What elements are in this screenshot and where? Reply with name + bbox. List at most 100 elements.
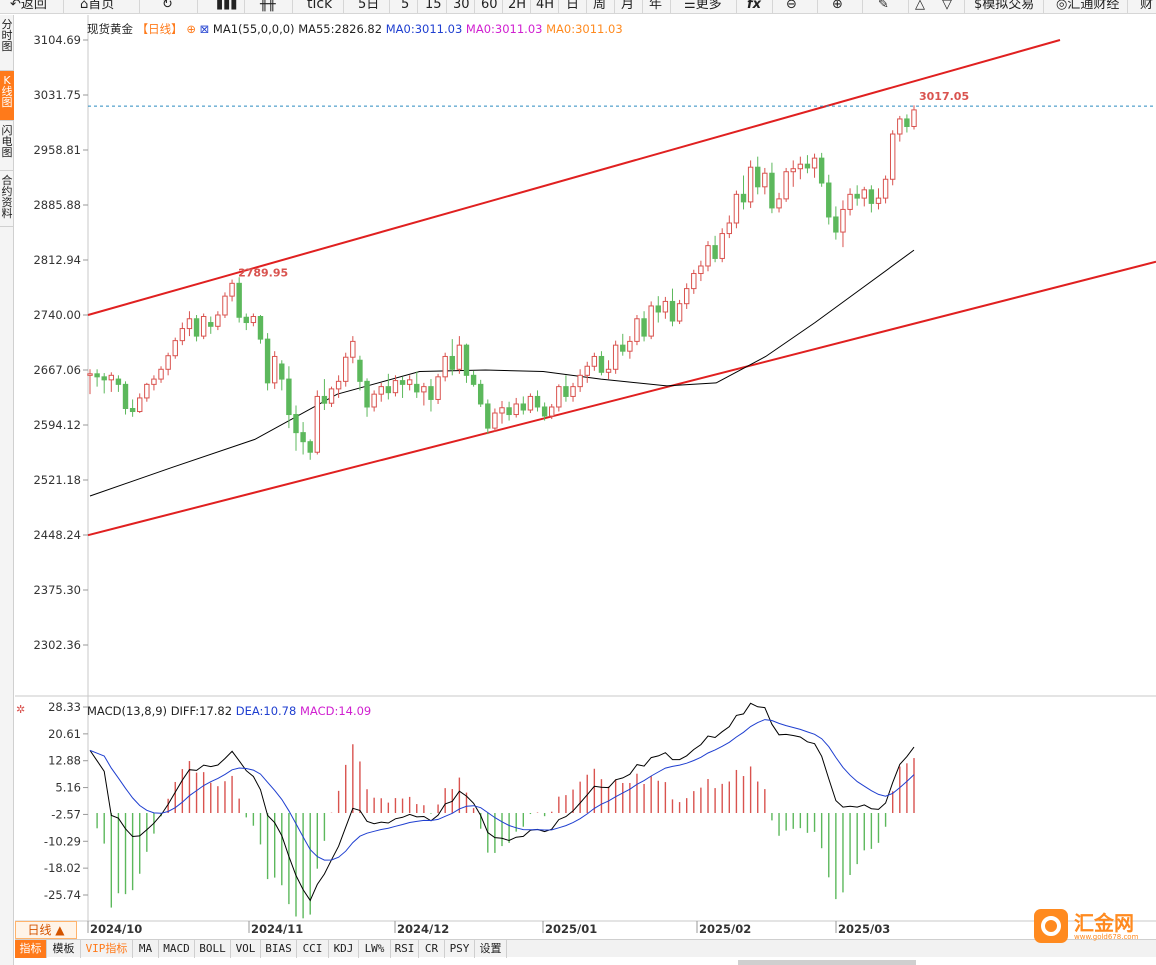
candle-down	[321, 395, 328, 404]
ma0-value-3: MA0:3011.03	[546, 22, 623, 36]
home-button[interactable]: ⌂首页	[78, 0, 116, 13]
huitong-button[interactable]: ◎汇通财经	[1054, 0, 1121, 13]
indicator-tab[interactable]: VOL	[231, 940, 261, 958]
indicator-tab[interactable]: 指标	[15, 940, 47, 958]
main-legend: 现货黄金 【日线】 ⊕ ⊠ MA1(55,0,0,0) MA55:2826.82…	[87, 21, 623, 37]
candle-down	[868, 189, 875, 204]
period-5d[interactable]: 5日	[358, 0, 380, 12]
macd-label: MACD(13,8,9)	[87, 704, 168, 718]
period-2h[interactable]: 2H	[508, 0, 527, 12]
indicator-tab[interactable]: MACD	[159, 940, 195, 958]
indicator-tab[interactable]: RSI	[391, 940, 419, 958]
candle-up	[662, 300, 669, 313]
candle-up	[612, 344, 619, 370]
sidebar-item-contract[interactable]: 合约资料	[0, 171, 14, 227]
candle-up	[172, 340, 178, 357]
divider	[772, 0, 773, 13]
period-5m[interactable]: 5	[401, 0, 410, 12]
settings-icon[interactable]: ⊕	[186, 22, 196, 36]
candle-up	[165, 355, 171, 370]
candle-down	[208, 322, 214, 327]
divider	[244, 0, 245, 13]
back-button[interactable]: ↶返回	[8, 0, 49, 13]
indicator-tab[interactable]: 设置	[475, 940, 507, 958]
logo-icon: ◎	[1056, 0, 1068, 12]
bar-chart-icon: ▮▮▮	[216, 0, 238, 12]
refresh-button[interactable]: ↻	[160, 0, 175, 13]
candle-down	[655, 305, 661, 313]
period-60m[interactable]: 60	[481, 0, 498, 12]
candle-up	[698, 265, 704, 275]
macd-tick-label: -25.74	[44, 888, 81, 902]
candle-down	[414, 383, 420, 393]
period-day[interactable]: 日	[566, 0, 580, 12]
simulate-trade-button[interactable]: $模拟交易	[972, 0, 1036, 13]
candle-up	[378, 386, 384, 395]
tick-button[interactable]: tick	[307, 0, 333, 12]
candle-down	[669, 300, 676, 322]
date-axis: 2024/10 2024/11 2024/12 2025/01 2025/02 2025/…	[15, 920, 1156, 936]
candle-up	[556, 386, 562, 408]
indicator-tab[interactable]: KDJ	[329, 940, 359, 958]
macd-tick-label: -10.29	[44, 834, 81, 848]
divider	[1127, 0, 1128, 13]
candle-up	[527, 395, 534, 411]
indicator-tab[interactable]: 模板	[47, 940, 81, 958]
triangle-up-button[interactable]: △	[913, 0, 927, 13]
draw-pen-button[interactable]: ✎	[876, 0, 891, 13]
candle-down	[279, 363, 285, 380]
macd-settings-icon[interactable]: ✲	[16, 703, 26, 716]
period-month[interactable]: 月	[621, 0, 635, 12]
indicator-tab[interactable]: LW%	[359, 940, 391, 958]
indicator-tab[interactable]: BOLL	[195, 940, 231, 958]
more-button[interactable]: ☰更多	[682, 0, 724, 13]
period-year[interactable]: 年	[649, 0, 663, 12]
divider	[446, 0, 447, 13]
more-cut-button[interactable]: 财	[1140, 0, 1154, 12]
period-week[interactable]: 周	[593, 0, 607, 12]
indicator-tab[interactable]: VIP指标	[81, 940, 133, 958]
sidebar-item-timeshare[interactable]: 分时图	[0, 15, 14, 71]
candle-up	[605, 368, 612, 373]
period-30m[interactable]: 30	[453, 0, 470, 12]
candle-down	[534, 395, 541, 408]
macd-tick-label: 20.61	[48, 727, 81, 741]
period-4h[interactable]: 4H	[536, 0, 555, 12]
bar-chart-button[interactable]: ▮▮▮	[214, 0, 239, 13]
period-select-button[interactable]: 日线 ▲	[15, 921, 77, 939]
indicator-tab[interactable]: CCI	[297, 940, 329, 958]
divider	[642, 0, 643, 13]
sidebar-item-kline[interactable]: K线图	[0, 71, 14, 121]
sidebar-item-flash[interactable]: 闪电图	[0, 121, 14, 171]
zoom-out-icon: ⊖	[786, 0, 797, 12]
zoom-out-button[interactable]: ⊖	[784, 0, 799, 13]
candle-up	[271, 355, 278, 384]
indicator-tab[interactable]: PSY	[445, 940, 475, 958]
indicator-tab[interactable]: CR	[419, 940, 445, 958]
divider	[670, 0, 671, 13]
candle-chart-button[interactable]: ╫╫	[258, 0, 278, 13]
price-tick-label: 2885.88	[33, 198, 81, 212]
list-icon: ☰	[684, 0, 696, 12]
date-tick-label: 2025/02	[699, 922, 751, 936]
candle-up	[222, 295, 228, 316]
candle-up	[882, 178, 889, 199]
price-tick-label: 2812.94	[33, 253, 81, 267]
kline-chart[interactable]: 3104.69 3031.75 2958.81 2885.88 2812.94 2740.…	[15, 15, 1156, 939]
chart-icon: ⊠	[199, 22, 210, 36]
candle-up	[492, 412, 498, 429]
macd-tick-label: -18.02	[44, 861, 81, 875]
indicator-tab[interactable]: MA	[133, 940, 159, 958]
period-15m[interactable]: 15	[425, 0, 442, 12]
left-sidebar: 分时图 K线图 闪电图 合约资料	[0, 15, 14, 965]
ma0-value-1: MA0:3011.03	[385, 22, 463, 36]
formula-button[interactable]: fx	[747, 0, 762, 12]
candle-down	[463, 344, 470, 376]
candle-up	[456, 344, 463, 370]
triangle-down-button[interactable]: ▽	[940, 0, 954, 13]
horizontal-scrollbar[interactable]	[738, 960, 916, 965]
indicator-tab[interactable]: BIAS	[261, 940, 297, 958]
candle-up	[229, 282, 235, 297]
zoom-in-button[interactable]: ⊕	[830, 0, 845, 13]
candle-up	[137, 397, 143, 413]
